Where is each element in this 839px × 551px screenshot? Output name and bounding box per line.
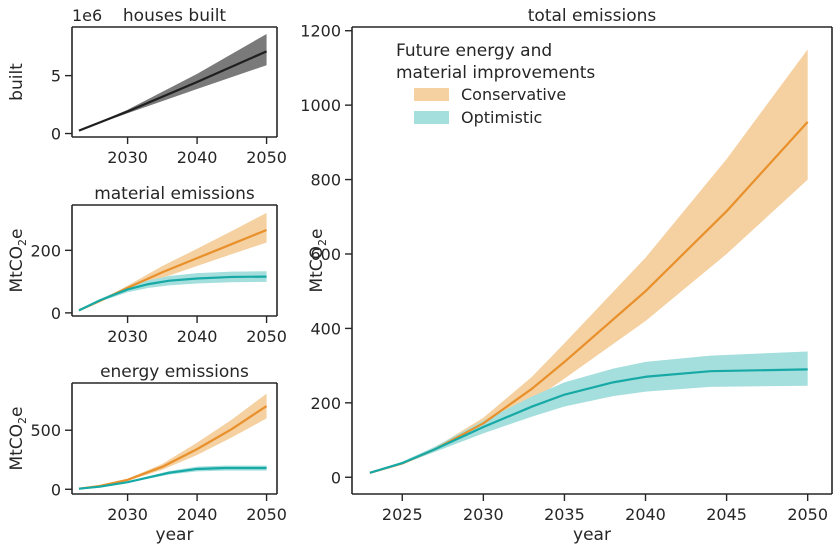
x-tick-label: 2030 bbox=[107, 327, 148, 346]
y-tick-label: 800 bbox=[310, 171, 341, 190]
legend-entry-label: Conservative bbox=[461, 85, 566, 104]
series-line-0 bbox=[78, 50, 268, 132]
uncertainty-band-0 bbox=[78, 33, 267, 131]
y-tick-label: 1000 bbox=[300, 96, 341, 115]
series-line-1 bbox=[78, 275, 267, 312]
y-offset-label: 1e6 bbox=[72, 6, 102, 25]
x-tick-label: 2025 bbox=[382, 505, 423, 524]
x-tick-label: 2040 bbox=[177, 505, 218, 524]
x-tick-label: 2040 bbox=[177, 148, 218, 167]
legend-entry-label: Optimistic bbox=[461, 108, 542, 127]
material-emissions-panel: 2030 2040 2050 0 200 material emissions MtCO2e bbox=[7, 184, 287, 346]
y-tick-label: 0 bbox=[331, 468, 341, 487]
uncertainty-band-1 bbox=[369, 351, 808, 473]
y-tick-label: 200 bbox=[30, 241, 61, 260]
y-axis-label: MtCO2e bbox=[307, 228, 329, 292]
series-line-1 bbox=[369, 368, 808, 474]
x-tick-label: 2050 bbox=[246, 505, 287, 524]
y-tick-label: 1200 bbox=[300, 22, 341, 41]
y-tick-label: 0 bbox=[51, 304, 61, 323]
x-tick-label: 2045 bbox=[706, 505, 747, 524]
uncertainty-band-1 bbox=[78, 271, 267, 311]
y-axis-label: MtCO2e bbox=[7, 406, 29, 470]
panel-title: material emissions bbox=[94, 184, 255, 204]
y-axis-label: built bbox=[7, 63, 27, 101]
y-axis-label: MtCO2e bbox=[7, 228, 29, 292]
total-emissions-panel: 2025 2030 2035 2040 2045 2050 0 200 400 600 800 100… bbox=[300, 6, 833, 545]
y-tick-label: 5 bbox=[51, 67, 61, 86]
uncertainty-band-0 bbox=[78, 212, 267, 311]
series-line-1 bbox=[78, 466, 267, 490]
y-tick-label: 400 bbox=[310, 319, 341, 338]
plot-area bbox=[78, 393, 268, 490]
x-tick-label: 2040 bbox=[625, 505, 666, 524]
plot-area bbox=[369, 49, 809, 474]
panel-title: houses built bbox=[123, 6, 227, 26]
legend-title-line: Future energy and bbox=[396, 41, 552, 61]
legend-swatch-1 bbox=[414, 111, 449, 124]
legend-swatch-0 bbox=[414, 88, 449, 101]
x-tick-label: 2050 bbox=[246, 327, 287, 346]
plot-area bbox=[78, 33, 268, 132]
plot-area bbox=[78, 212, 267, 312]
x-tick-label: 2050 bbox=[246, 148, 287, 167]
x-tick-label: 2030 bbox=[463, 505, 504, 524]
energy-emissions-panel: 2030 2040 2050 0 500 energy emissions MtCO2e ye… bbox=[7, 362, 287, 545]
y-tick-label: 600 bbox=[310, 245, 341, 264]
y-tick-label: 0 bbox=[51, 480, 61, 499]
houses-built-panel: 2030 2040 2050 0 5 houses built 1e6 built bbox=[7, 6, 287, 167]
x-tick-label: 2040 bbox=[177, 327, 218, 346]
y-tick-label: 500 bbox=[30, 421, 61, 440]
x-tick-label: 2050 bbox=[787, 505, 828, 524]
y-tick-label: 200 bbox=[310, 394, 341, 413]
y-tick-label: 0 bbox=[51, 125, 61, 144]
legend-title-line: material improvements bbox=[396, 63, 595, 83]
x-tick-label: 2035 bbox=[544, 505, 585, 524]
x-axis-label: year bbox=[156, 525, 194, 545]
x-tick-label: 2030 bbox=[107, 148, 148, 167]
panel-title: energy emissions bbox=[100, 362, 249, 382]
panel-title: total emissions bbox=[528, 6, 657, 26]
x-axis-label: year bbox=[573, 525, 611, 545]
uncertainty-band-0 bbox=[78, 393, 267, 489]
x-tick-label: 2030 bbox=[107, 505, 148, 524]
